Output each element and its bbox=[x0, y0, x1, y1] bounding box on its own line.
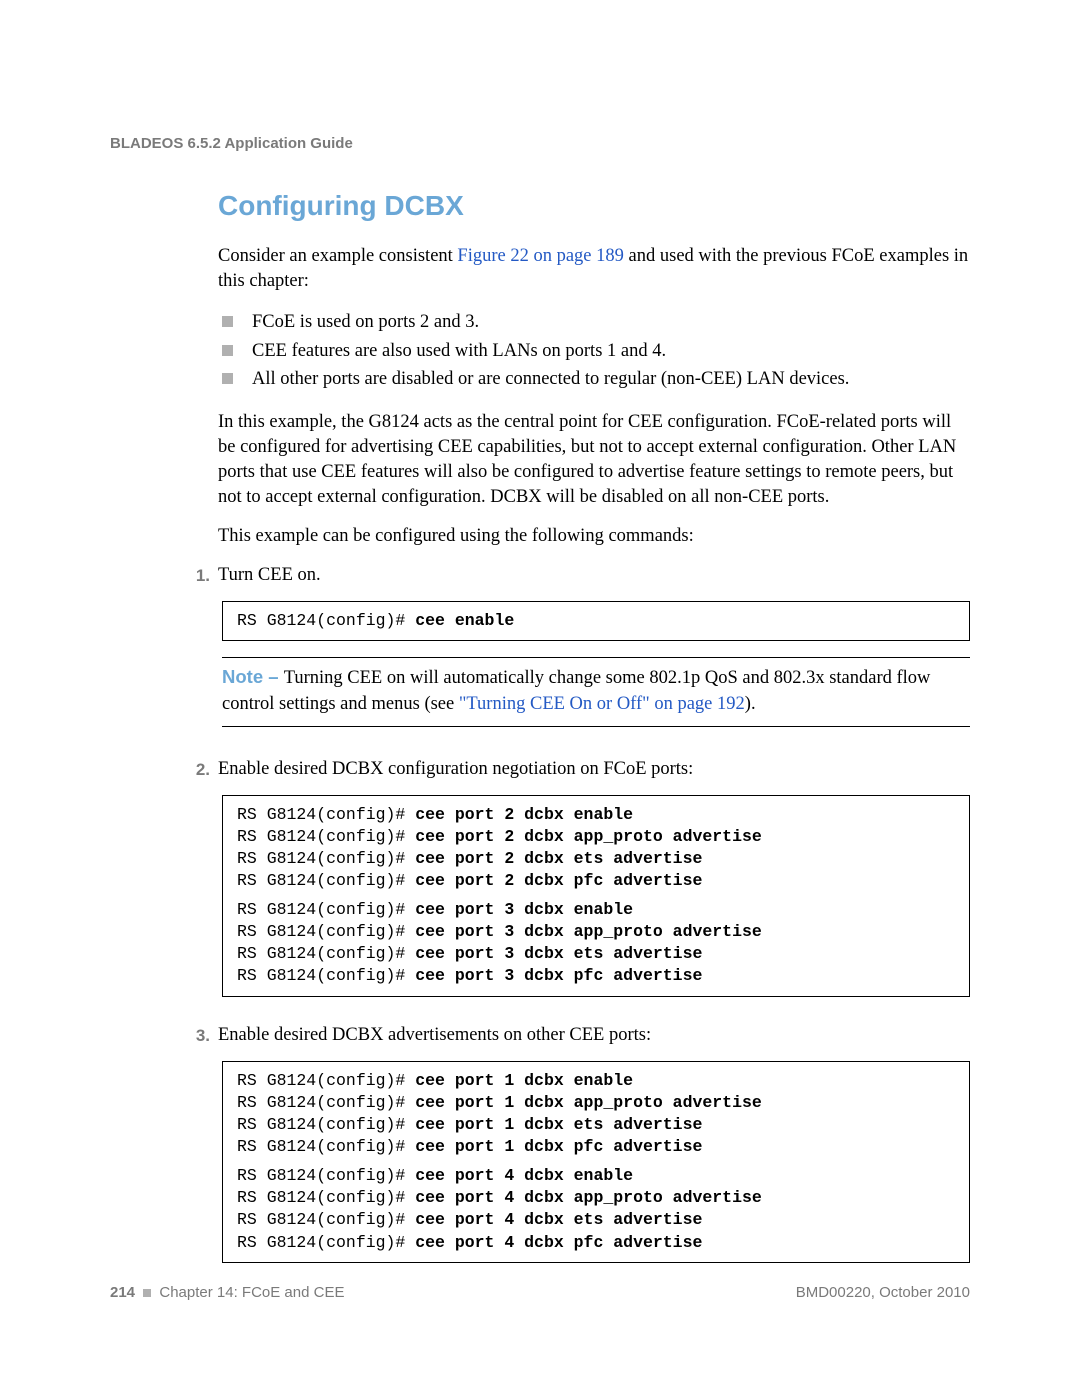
body-paragraph: This example can be configured using the… bbox=[218, 524, 970, 549]
code-command: cee port 2 dcbx pfc advertise bbox=[415, 871, 702, 890]
note-text-b: ). bbox=[745, 694, 756, 714]
code-prompt: RS G8124(config)# bbox=[237, 1166, 415, 1185]
code-command: cee port 1 dcbx pfc advertise bbox=[415, 1137, 702, 1156]
steps-list: 1. Turn CEE on. RS G8124(config)# cee en… bbox=[188, 563, 970, 1279]
step-body: Turn CEE on. RS G8124(config)# cee enabl… bbox=[218, 563, 970, 747]
code-command: cee port 2 dcbx ets advertise bbox=[415, 849, 702, 868]
code-command: cee port 1 dcbx ets advertise bbox=[415, 1115, 702, 1134]
code-command: cee port 3 dcbx enable bbox=[415, 900, 633, 919]
code-command: cee port 2 dcbx enable bbox=[415, 805, 633, 824]
code-prompt: RS G8124(config)# bbox=[237, 1137, 415, 1156]
code-prompt: RS G8124(config)# bbox=[237, 805, 415, 824]
step-3: 3. Enable desired DCBX advertisements on… bbox=[188, 1023, 970, 1279]
section-heading: Configuring DCBX bbox=[218, 190, 970, 222]
footer-chapter: Chapter 14: FCoE and CEE bbox=[159, 1284, 344, 1301]
page-number: 214 bbox=[110, 1284, 135, 1301]
code-prompt: RS G8124(config)# bbox=[237, 1233, 415, 1252]
step-number: 3. bbox=[188, 1023, 218, 1279]
bullet-item: CEE features are also used with LANs on … bbox=[218, 337, 970, 366]
intro-paragraph: Consider an example consistent Figure 22… bbox=[218, 244, 970, 294]
code-command: cee port 2 dcbx app_proto advertise bbox=[415, 827, 762, 846]
code-prompt: RS G8124(config)# bbox=[237, 1115, 415, 1134]
code-command: cee enable bbox=[415, 611, 514, 630]
step-body: Enable desired DCBX configuration negoti… bbox=[218, 757, 970, 1013]
bullet-item: All other ports are disabled or are conn… bbox=[218, 365, 970, 394]
content-block: Configuring DCBX Consider an example con… bbox=[218, 190, 970, 1279]
code-command: cee port 1 dcbx app_proto advertise bbox=[415, 1093, 762, 1112]
body-paragraph: In this example, the G8124 acts as the c… bbox=[218, 410, 970, 510]
bullet-list: FCoE is used on ports 2 and 3. CEE featu… bbox=[218, 308, 970, 394]
step-number: 2. bbox=[188, 757, 218, 1013]
code-command: cee port 4 dcbx app_proto advertise bbox=[415, 1188, 762, 1207]
step-text: Enable desired DCBX configuration negoti… bbox=[218, 757, 970, 783]
step-text: Turn CEE on. bbox=[218, 563, 970, 589]
running-header: BLADEOS 6.5.2 Application Guide bbox=[110, 135, 970, 152]
intro-text-a: Consider an example consistent bbox=[218, 246, 457, 266]
code-command: cee port 4 dcbx ets advertise bbox=[415, 1210, 702, 1229]
figure-xref-link[interactable]: Figure 22 on page 189 bbox=[457, 246, 623, 266]
note-block: Note – Turning CEE on will automatically… bbox=[222, 657, 970, 727]
footer-left: 214 Chapter 14: FCoE and CEE bbox=[110, 1284, 344, 1301]
step-number: 1. bbox=[188, 563, 218, 747]
page-footer: 214 Chapter 14: FCoE and CEE BMD00220, O… bbox=[110, 1284, 970, 1301]
code-prompt: RS G8124(config)# bbox=[237, 871, 415, 890]
code-command: cee port 3 dcbx app_proto advertise bbox=[415, 922, 762, 941]
code-command: cee port 3 dcbx pfc advertise bbox=[415, 966, 702, 985]
code-command: cee port 1 dcbx enable bbox=[415, 1071, 633, 1090]
footer-right: BMD00220, October 2010 bbox=[796, 1284, 970, 1301]
code-block: RS G8124(config)# cee port 2 dcbx enable… bbox=[222, 795, 970, 997]
code-prompt: RS G8124(config)# bbox=[237, 944, 415, 963]
code-block: RS G8124(config)# cee port 1 dcbx enable… bbox=[222, 1061, 970, 1263]
code-prompt: RS G8124(config)# bbox=[237, 900, 415, 919]
code-prompt: RS G8124(config)# bbox=[237, 1210, 415, 1229]
code-prompt: RS G8124(config)# bbox=[237, 922, 415, 941]
page: BLADEOS 6.5.2 Application Guide Configur… bbox=[0, 0, 1080, 1397]
code-prompt: RS G8124(config)# bbox=[237, 611, 415, 630]
step-text: Enable desired DCBX advertisements on ot… bbox=[218, 1023, 970, 1049]
footer-separator-icon bbox=[143, 1289, 151, 1297]
code-prompt: RS G8124(config)# bbox=[237, 966, 415, 985]
bullet-item: FCoE is used on ports 2 and 3. bbox=[218, 308, 970, 337]
step-1: 1. Turn CEE on. RS G8124(config)# cee en… bbox=[188, 563, 970, 747]
code-prompt: RS G8124(config)# bbox=[237, 849, 415, 868]
code-prompt: RS G8124(config)# bbox=[237, 1188, 415, 1207]
code-prompt: RS G8124(config)# bbox=[237, 827, 415, 846]
note-xref-link[interactable]: "Turning CEE On or Off" on page 192 bbox=[459, 694, 745, 714]
note-label: Note – bbox=[222, 666, 284, 687]
code-command: cee port 4 dcbx enable bbox=[415, 1166, 633, 1185]
code-prompt: RS G8124(config)# bbox=[237, 1093, 415, 1112]
step-2: 2. Enable desired DCBX configuration neg… bbox=[188, 757, 970, 1013]
code-command: cee port 4 dcbx pfc advertise bbox=[415, 1233, 702, 1252]
code-block: RS G8124(config)# cee enable bbox=[222, 601, 970, 641]
step-body: Enable desired DCBX advertisements on ot… bbox=[218, 1023, 970, 1279]
code-command: cee port 3 dcbx ets advertise bbox=[415, 944, 702, 963]
code-prompt: RS G8124(config)# bbox=[237, 1071, 415, 1090]
